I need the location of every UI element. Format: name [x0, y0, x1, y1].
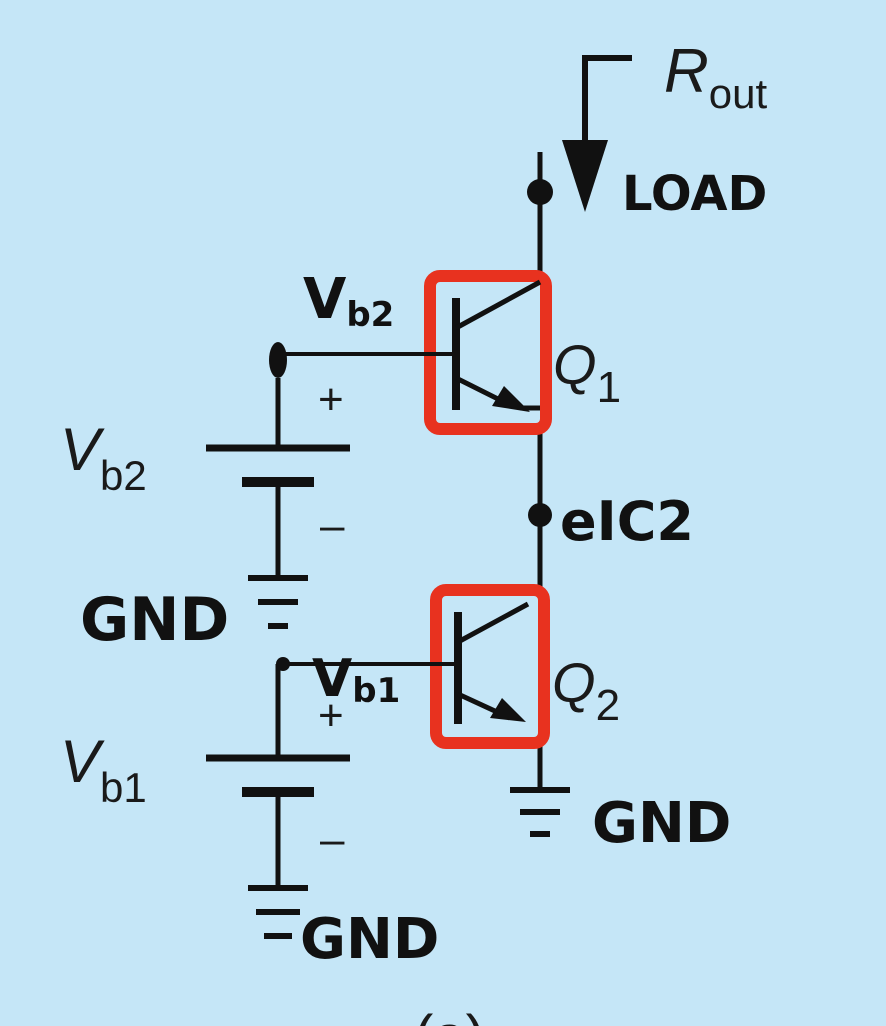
- mid-node-dot: [528, 503, 552, 527]
- vb2-minus: –: [320, 501, 345, 550]
- gnd-bottom-left-label: GND: [300, 907, 439, 972]
- gnd-right-symbol: [510, 787, 570, 837]
- q2-transistor: [430, 584, 550, 749]
- load-label: LOAD: [622, 166, 767, 222]
- rout-arrow: [562, 55, 632, 212]
- vb1-plus: +: [318, 691, 344, 740]
- vb1-battery: [206, 664, 350, 886]
- q2-highlight-box: [430, 584, 550, 749]
- gnd-left-mid-symbol: [248, 575, 308, 629]
- rout-label: Rout: [664, 37, 767, 117]
- mid-node-label: eIC2: [560, 490, 694, 553]
- q2-label: Q2: [552, 651, 620, 730]
- vb2-battery: [206, 378, 350, 578]
- vb1-label: Vb1: [60, 728, 147, 811]
- gnd-right-label: GND: [592, 791, 731, 856]
- gnd-bottom-left-symbol: [248, 885, 308, 939]
- figure-caption: (a): [414, 1004, 485, 1026]
- q1-label: Q1: [553, 333, 621, 412]
- gnd-left-mid-label: GND: [80, 585, 229, 655]
- vb2-plus: +: [318, 375, 344, 424]
- vb1-handwritten: Vb1: [312, 649, 400, 711]
- vb1-minus: –: [320, 815, 345, 864]
- vb2-label: Vb2: [60, 416, 147, 499]
- vb2-handwritten: Vb2: [303, 267, 394, 335]
- q1-base-node-dot: [269, 342, 287, 378]
